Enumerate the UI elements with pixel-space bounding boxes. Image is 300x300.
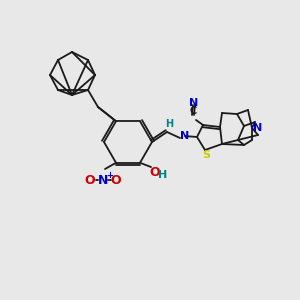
Text: O: O — [111, 173, 121, 187]
Text: O: O — [150, 166, 160, 178]
Text: N: N — [189, 98, 199, 108]
Text: C: C — [189, 106, 197, 116]
Text: H: H — [158, 170, 168, 180]
Text: S: S — [202, 150, 210, 160]
Text: H: H — [165, 119, 173, 129]
Text: N: N — [254, 123, 262, 133]
Text: +: + — [106, 170, 113, 179]
Text: N: N — [98, 173, 108, 187]
Text: O: O — [85, 173, 95, 187]
Text: N: N — [180, 131, 190, 141]
